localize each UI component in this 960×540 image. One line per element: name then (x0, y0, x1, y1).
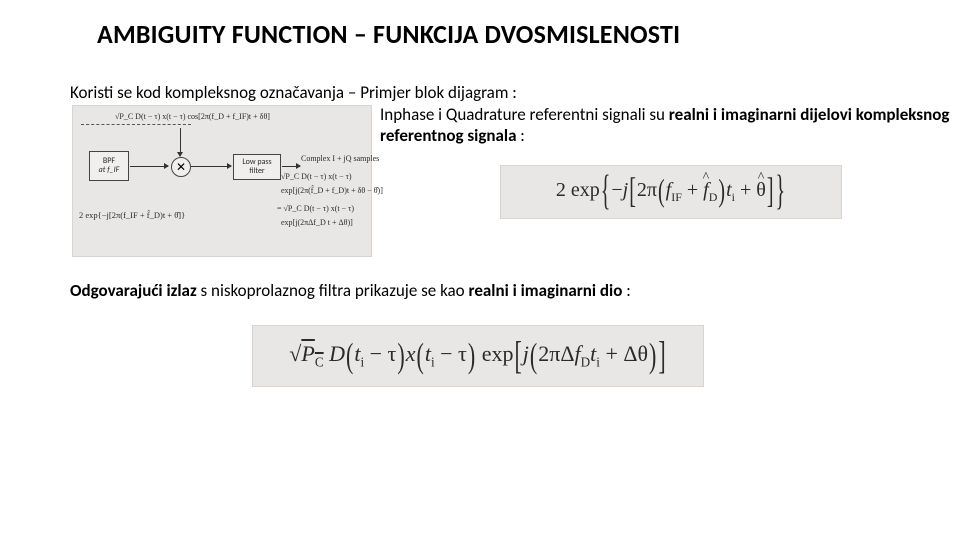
arrow-mult-lpf (191, 166, 231, 167)
output-mid: s niskoprolaznog filtra prikazuje se kao (197, 280, 469, 301)
slide: AMBIGUITY FUNCTION – FUNKCIJA DVOSMISLEN… (0, 0, 960, 540)
bpf-box: BPF at f_IF (89, 151, 129, 181)
dashed-input-line (81, 124, 191, 125)
iq-tail: : (516, 125, 524, 146)
iq-text: Inphase i Quadrature referentni signali … (380, 104, 960, 147)
out-eq1: √P_C D(t − τ) x(t − τ) (281, 172, 352, 181)
arrow-bpf-mult (130, 166, 168, 167)
output-text: Odgovarajući izlaz s niskoprolaznog filt… (70, 280, 631, 301)
block-diagram-figure: √P_C D(t − τ) x(t − τ) cos[2π(f_D + f_IF… (72, 105, 372, 257)
arrow-lpf-out (282, 166, 300, 167)
formula-output: √PC D(ti − τ)x(ti − τ) exp[j(2πΔfDti + Δ… (252, 325, 704, 387)
arrow-ref-down (180, 128, 181, 156)
page-title: AMBIGUITY FUNCTION – FUNKCIJA DVOSMISLEN… (97, 18, 680, 50)
out-eq3: = √P_C D(t − τ) x(t − τ) (277, 204, 354, 213)
output-tail: : (622, 280, 630, 301)
out-eq4: exp[j(2πΔf_D t + Δθ)] (281, 218, 353, 227)
samples-label: Complex I + jQ samples (301, 154, 379, 163)
out-eq2: exp[j(2π(f̂_D + f_D)t + δθ − θ̂)] (281, 186, 383, 195)
ref-eq: 2 exp{−j[2π(f_IF + f̂_D)t + θ̂]} (79, 210, 185, 220)
bpf-l2: at f_IF (99, 166, 120, 175)
lpf-box: Low pass filter (233, 154, 281, 180)
mult-symbol: ✕ (176, 160, 186, 175)
output-pre: Odgovarajući izlaz (70, 280, 197, 301)
formula2-math: √PC D(ti − τ)x(ti − τ) exp[j(2πΔfDti + Δ… (289, 341, 666, 370)
input-eq: √P_C D(t − τ) x(t − τ) cos[2π(f_D + f_IF… (115, 112, 270, 121)
intro-text: Koristi se kod kompleksnog označavanja –… (70, 82, 517, 103)
iq-line1: Inphase i Quadrature referentni signali … (380, 104, 669, 125)
formula1-math: 2 exp{−j[2π(fIF + fD)ti + θ]} (556, 179, 786, 205)
formula-reference-signal: 2 exp{−j[2π(fIF + fD)ti + θ]} (500, 165, 842, 219)
multiplier-node: ✕ (171, 157, 191, 177)
lpf-l2: filter (242, 167, 271, 176)
output-bold2: realni i imaginarni dio (468, 280, 622, 301)
